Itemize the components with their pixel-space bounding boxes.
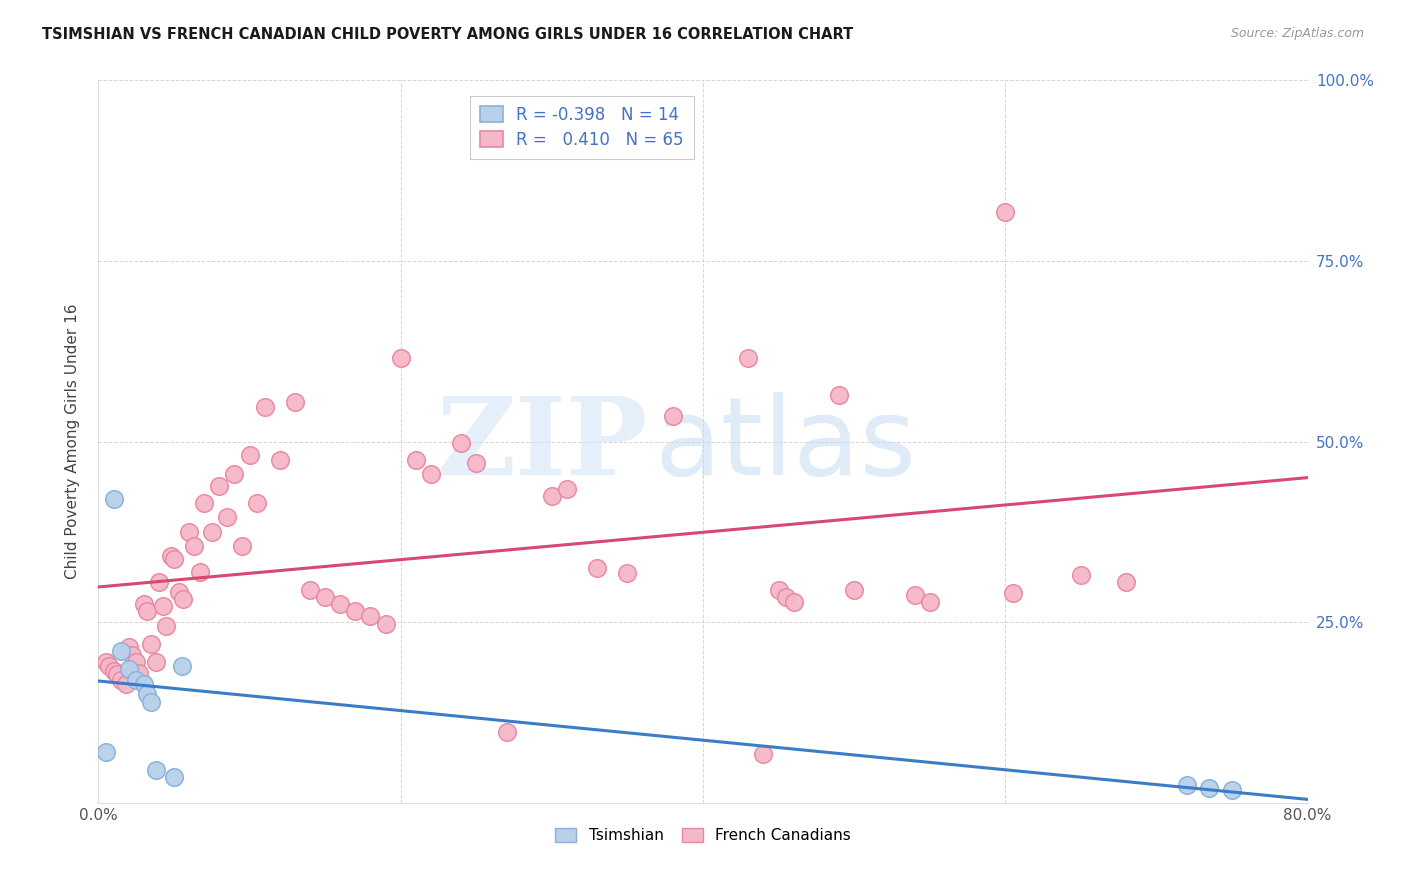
Text: Source: ZipAtlas.com: Source: ZipAtlas.com [1230,27,1364,40]
Point [118,662,141,676]
Point [768,582,790,597]
Point [737,351,759,366]
Point [160,549,183,563]
Point [752,747,775,761]
Point [125,673,148,687]
Point [360,609,382,624]
Point [374,616,396,631]
Point [163,551,186,566]
Point [616,566,638,580]
Point [163,770,186,784]
Point [172,592,194,607]
Point [465,456,488,470]
Point [110,673,132,687]
Point [193,496,215,510]
Point [239,448,262,462]
Point [135,687,157,701]
Point [208,479,231,493]
Point [1175,778,1198,792]
Point [994,204,1017,219]
Point [269,452,291,467]
Point [389,351,412,366]
Point [253,400,276,414]
Point [1070,568,1092,582]
Point [148,575,170,590]
Point [224,467,246,481]
Point [450,436,472,450]
Point [98,658,121,673]
Point [118,640,141,655]
Point [1001,586,1024,600]
Point [170,658,193,673]
Point [132,597,155,611]
Point [405,452,427,467]
Point [121,648,143,662]
Point [495,725,517,739]
Point [103,492,125,507]
Text: ZIP: ZIP [437,392,648,498]
Point [918,595,941,609]
Point [844,582,866,597]
Point [420,467,443,481]
Point [540,489,562,503]
Y-axis label: Child Poverty Among Girls Under 16: Child Poverty Among Girls Under 16 [65,304,80,579]
Point [125,655,148,669]
Point [188,565,211,579]
Point [128,665,150,680]
Point [167,584,190,599]
Point [94,655,117,669]
Point [231,539,253,553]
Point [114,676,136,690]
Point [152,599,174,614]
Point [555,482,578,496]
Text: atlas: atlas [655,392,917,498]
Point [135,604,157,618]
Legend: Tsimshian, French Canadians: Tsimshian, French Canadians [548,822,858,849]
Point [94,745,117,759]
Point [145,655,167,669]
Point [141,637,163,651]
Point [904,588,927,602]
Point [314,590,336,604]
Point [828,387,851,401]
Point [215,510,238,524]
Text: TSIMSHIAN VS FRENCH CANADIAN CHILD POVERTY AMONG GIRLS UNDER 16 CORRELATION CHAR: TSIMSHIAN VS FRENCH CANADIAN CHILD POVER… [42,27,853,42]
Point [105,667,128,681]
Point [145,764,167,778]
Point [179,524,201,539]
Point [661,409,683,424]
Point [284,394,307,409]
Point [141,695,163,709]
Point [344,604,367,618]
Point [299,582,322,597]
Point [201,524,224,539]
Point [1198,781,1220,796]
Point [246,496,269,510]
Point [775,590,797,604]
Point [1115,575,1137,590]
Point [329,597,352,611]
Point [1220,782,1243,797]
Point [110,644,132,658]
Point [132,676,155,690]
Point [783,595,806,609]
Point [183,539,205,553]
Point [103,665,125,679]
Point [155,619,177,633]
Point [586,561,609,575]
